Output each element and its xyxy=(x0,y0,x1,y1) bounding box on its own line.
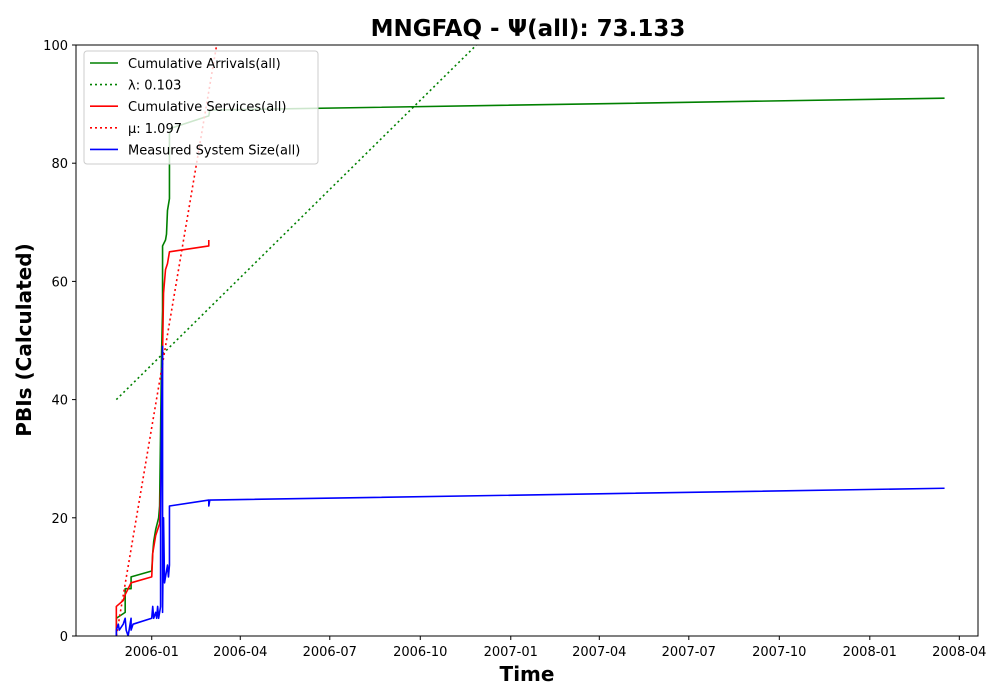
y-tick-label: 80 xyxy=(51,157,68,172)
x-tick-label: 2006-01 xyxy=(125,645,179,660)
x-tick-label: 2008-01 xyxy=(843,645,897,660)
y-tick-label: 100 xyxy=(43,39,68,54)
x-tick-label: 2006-04 xyxy=(213,645,267,660)
x-tick-label: 2007-01 xyxy=(484,645,538,660)
x-tick-label: 2006-10 xyxy=(393,645,447,660)
plot-frame xyxy=(75,44,979,637)
y-tick-label: 0 xyxy=(60,630,68,645)
legend: Cumulative Arrivals(all) λ: 0.103 Cumulati… xyxy=(83,50,319,165)
x-axis-label: Time xyxy=(500,662,555,686)
legend-box xyxy=(83,50,319,165)
x-tick-label: 2007-04 xyxy=(572,645,626,660)
x-tick-label: 2007-07 xyxy=(662,645,716,660)
series-line-5 xyxy=(115,345,945,636)
y-axis-label: PBIs (Calculated) xyxy=(12,243,36,436)
x-tick-label: 2006-07 xyxy=(303,645,357,660)
legend-label: Cumulative Arrivals(all) xyxy=(128,57,281,72)
y-tick-label: 60 xyxy=(51,275,68,290)
y-tick-label: 20 xyxy=(51,512,68,527)
legend-label: Cumulative Services(all) xyxy=(128,100,286,115)
series-line-3 xyxy=(115,240,210,636)
plot-area: 2006-01 2006-04 2006-07 2006-10 2007-01 2007-… xyxy=(43,39,986,660)
y-tick-label: 40 xyxy=(51,394,68,409)
x-tick-label: 2008-04 xyxy=(932,645,986,660)
x-tick-label: 2007-10 xyxy=(752,645,806,660)
legend-label: λ: 0.103 xyxy=(128,79,181,94)
legend-label: Measured System Size(all) xyxy=(128,143,300,158)
legend-label: μ: 1.097 xyxy=(128,122,182,137)
chart-title: MNGFAQ - Ψ(all): 73.133 xyxy=(371,16,686,42)
